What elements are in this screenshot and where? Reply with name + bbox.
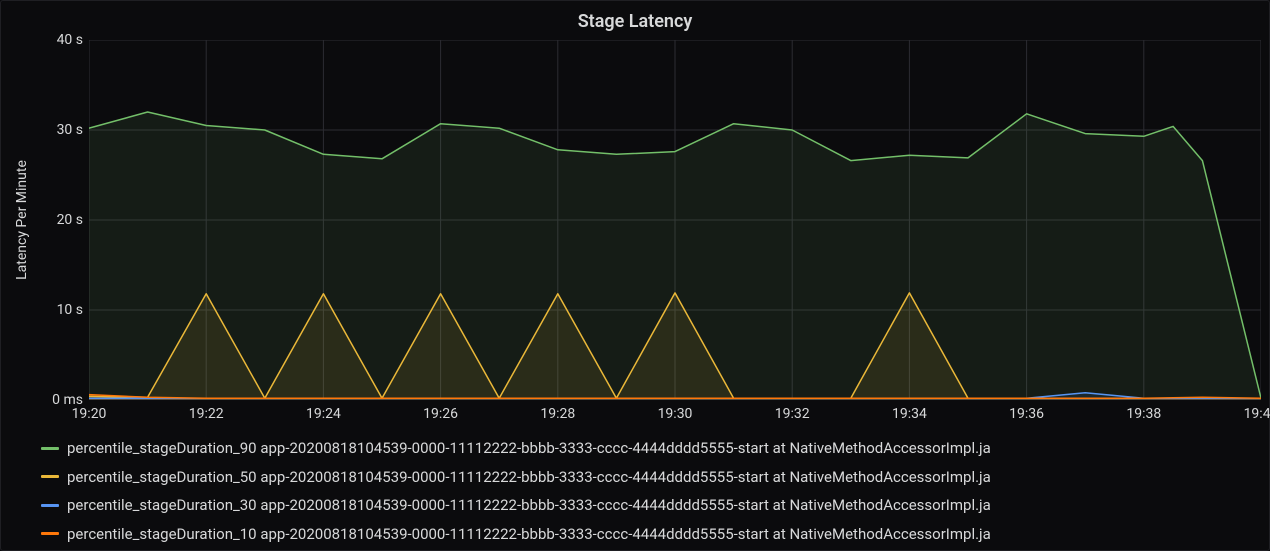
legend-swatch xyxy=(41,475,59,478)
x-axis-ticks: 19:2019:2219:2419:2619:2819:3019:3219:34… xyxy=(89,400,1261,428)
x-tick: 19:34 xyxy=(892,406,927,422)
x-tick: 19:20 xyxy=(72,406,107,422)
legend-item[interactable]: percentile_stageDuration_10 app-20200818… xyxy=(41,520,1261,549)
x-tick: 19:32 xyxy=(775,406,810,422)
x-tick: 19:28 xyxy=(540,406,575,422)
legend-swatch xyxy=(41,504,59,507)
x-axis-row: 19:20 19:22 19:24 19:26 19:28 19:30 19:32 19:34… xyxy=(9,400,1261,428)
legend-swatch xyxy=(41,532,59,535)
y-tick: 20 s xyxy=(57,212,83,228)
chart-row: Latency Per Minute 0 ms10 s20 s30 s40 s xyxy=(9,40,1261,400)
x-tick: 19:30 xyxy=(658,406,693,422)
legend-label: percentile_stageDuration_50 app-20200818… xyxy=(67,463,991,492)
plot-area[interactable] xyxy=(89,40,1261,400)
legend: percentile_stageDuration_90 app-20200818… xyxy=(9,428,1261,548)
x-tick: 19:38 xyxy=(1126,406,1161,422)
y-tick: 30 s xyxy=(57,122,83,138)
legend-item[interactable]: percentile_stageDuration_90 app-20200818… xyxy=(41,434,1261,463)
y-axis-label-wrap: Latency Per Minute xyxy=(9,40,35,400)
y-axis-label: Latency Per Minute xyxy=(14,160,30,280)
panel-title: Stage Latency xyxy=(9,7,1261,40)
legend-item[interactable]: percentile_stageDuration_50 app-20200818… xyxy=(41,463,1261,492)
y-axis-ticks: 0 ms10 s20 s30 s40 s xyxy=(35,40,89,400)
x-tick: 19:22 xyxy=(189,406,224,422)
x-tick: 19:26 xyxy=(423,406,458,422)
legend-label: percentile_stageDuration_30 app-20200818… xyxy=(67,491,991,520)
legend-item[interactable]: percentile_stageDuration_30 app-20200818… xyxy=(41,491,1261,520)
x-tick: 19:36 xyxy=(1009,406,1044,422)
y-tick: 40 s xyxy=(57,32,83,48)
legend-swatch xyxy=(41,447,59,450)
x-tick: 19:24 xyxy=(306,406,341,422)
chart-panel: Stage Latency Latency Per Minute 0 ms10 … xyxy=(0,0,1270,551)
x-tick: 19:40 xyxy=(1244,406,1270,422)
y-tick: 10 s xyxy=(57,302,83,318)
legend-label: percentile_stageDuration_10 app-20200818… xyxy=(67,520,991,549)
legend-label: percentile_stageDuration_90 app-20200818… xyxy=(67,434,991,463)
